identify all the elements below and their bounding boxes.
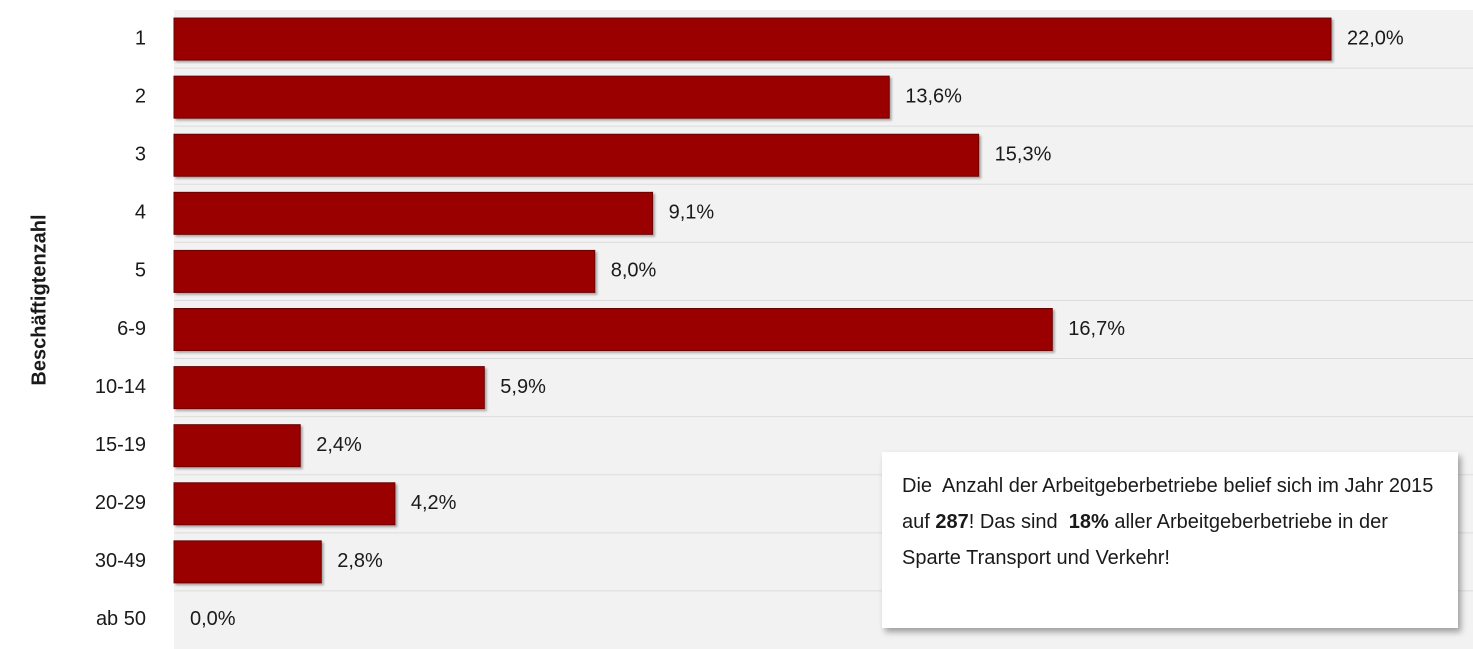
value-label: 9,1% [669, 202, 715, 224]
y-axis-label: Beschäftigtenzahl [28, 214, 50, 385]
y-tick-label: 30-49 [95, 550, 146, 572]
annotation-text: 18% [1068, 511, 1109, 533]
bar [173, 308, 1053, 351]
y-tick-label: 10-14 [95, 376, 146, 398]
annotation-text: aller Arbeitgeberbetriebe in der Sparte … [902, 511, 1394, 569]
value-label: 2,8% [337, 550, 383, 572]
value-label: 13,6% [905, 85, 962, 107]
value-label: 2,4% [316, 434, 362, 456]
value-label: 0,0% [190, 608, 236, 630]
y-tick-label: 6-9 [117, 318, 146, 340]
bar [173, 482, 396, 526]
bar [173, 133, 980, 177]
value-label: 15,3% [995, 144, 1052, 166]
value-label: 4,2% [411, 492, 457, 514]
bar [173, 17, 1332, 61]
bar [173, 75, 890, 119]
y-tick-label: 5 [135, 260, 146, 282]
annotation-text: Die Anzahl der Arbeitgeberbetriebe belie… [902, 475, 1439, 533]
value-label: 8,0% [611, 260, 657, 282]
bar [173, 249, 596, 293]
bar [173, 540, 322, 584]
y-tick-label: 1 [135, 27, 146, 49]
y-tick-label: 15-19 [95, 434, 146, 456]
annotation: Die Anzahl der Arbeitgeberbetriebe belie… [882, 452, 1458, 628]
y-tick-label: 2 [135, 85, 146, 107]
bar [173, 191, 654, 235]
bar [173, 424, 301, 468]
bar [173, 366, 485, 410]
value-label: 5,9% [500, 376, 546, 398]
annotation-text: ! Das sind [968, 511, 1069, 533]
value-label: 22,0% [1347, 27, 1404, 49]
y-tick-label: 4 [135, 202, 146, 224]
annotation-text: 287 [935, 511, 969, 533]
y-tick-label: ab 50 [96, 608, 146, 630]
y-tick-label: 3 [135, 144, 146, 166]
y-tick-label: 20-29 [95, 492, 146, 514]
value-label: 16,7% [1068, 318, 1125, 340]
